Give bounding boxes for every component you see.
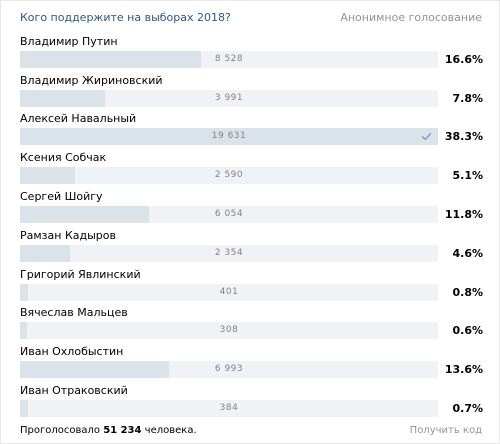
- vote-count: 2 354: [214, 248, 244, 258]
- result-bar: 8 528: [20, 51, 438, 68]
- vote-percent: 5.1%: [452, 169, 483, 182]
- option-label: Владимир Жириновский: [20, 74, 163, 87]
- result-bar: 3 991: [20, 90, 438, 107]
- result-bar-fill: [20, 400, 29, 417]
- vote-count: 3 991: [214, 93, 244, 103]
- poll-footer: Проголосовало 51 234 человека. Получить …: [1, 421, 499, 441]
- result-bar: 401: [20, 284, 438, 301]
- result-bar: 6 993: [20, 361, 438, 378]
- result-bar: 308: [20, 322, 438, 339]
- poll-header: Кого поддержите на выборах 2018? Анонимн…: [1, 1, 499, 31]
- option-label: Алексей Навальный: [20, 112, 137, 125]
- result-bar-fill: [20, 167, 76, 184]
- result-bar-fill: [20, 361, 169, 378]
- option-label: Вячеслав Мальцев: [20, 306, 128, 319]
- vote-percent: 0.6%: [452, 324, 483, 337]
- vote-count: 308: [219, 325, 239, 335]
- vote-count: 8 528: [214, 54, 244, 64]
- result-bar: 2 354: [20, 245, 438, 262]
- voted-count: 51 234: [103, 425, 142, 436]
- vote-count: 19 631: [211, 131, 247, 141]
- get-code-link[interactable]: Получить код: [409, 425, 482, 436]
- poll-option[interactable]: Владимир Путин 8 528 16.6%: [1, 35, 499, 74]
- voted-suffix: человека.: [144, 425, 197, 436]
- vote-percent: 16.6%: [444, 53, 483, 66]
- vote-percent: 38.3%: [444, 130, 483, 143]
- option-label: Сергей Шойгу: [20, 190, 103, 203]
- option-label: Иван Охлобыстин: [20, 345, 124, 358]
- option-label: Рамзан Кадыров: [20, 229, 116, 242]
- poll-option[interactable]: Сергей Шойгу 6 054 11.8%: [1, 190, 499, 229]
- vote-count: 384: [219, 403, 239, 413]
- vote-percent: 11.8%: [444, 208, 483, 221]
- poll-option[interactable]: Ксения Собчак 2 590 5.1%: [1, 151, 499, 190]
- vote-percent: 0.8%: [452, 286, 483, 299]
- vote-count: 2 590: [214, 170, 244, 180]
- result-bar: 6 054: [20, 206, 438, 223]
- vote-percent: 4.6%: [452, 247, 483, 260]
- result-bar-fill: [20, 206, 149, 223]
- poll-option[interactable]: Иван Отраковский 384 0.7%: [1, 384, 499, 423]
- poll-option[interactable]: Иван Охлобыстин 6 993 13.6%: [1, 345, 499, 384]
- poll-option[interactable]: Алексей Навальный 19 631 38.3%: [1, 112, 499, 151]
- result-bar: 384: [20, 400, 438, 417]
- option-label: Ксения Собчак: [20, 151, 107, 164]
- result-bar-fill: [20, 322, 27, 339]
- result-bar-fill: [20, 128, 438, 145]
- result-bar: 2 590: [20, 167, 438, 184]
- vote-percent: 0.7%: [452, 402, 483, 415]
- result-bar-fill: [20, 245, 71, 262]
- result-bar-fill: [20, 284, 29, 301]
- poll-question: Кого поддержите на выборах 2018?: [20, 11, 231, 24]
- vote-count: 6 054: [214, 209, 244, 219]
- result-bar-fill: [20, 51, 202, 68]
- result-bar: 19 631: [20, 128, 438, 145]
- poll-option[interactable]: Вячеслав Мальцев 308 0.6%: [1, 306, 499, 345]
- poll-option[interactable]: Григорий Явлинский 401 0.8%: [1, 268, 499, 307]
- option-label: Григорий Явлинский: [20, 268, 141, 281]
- checkmark-icon: [421, 132, 432, 141]
- total-voters: Проголосовало 51 234 человека.: [20, 425, 197, 436]
- vote-count: 401: [219, 287, 239, 297]
- vote-percent: 13.6%: [444, 363, 483, 376]
- poll-option[interactable]: Рамзан Кадыров 2 354 4.6%: [1, 229, 499, 268]
- vote-count: 6 993: [214, 364, 244, 374]
- vote-percent: 7.8%: [452, 92, 483, 105]
- option-label: Владимир Путин: [20, 35, 118, 48]
- anonymous-label: Анонимное голосование: [340, 11, 482, 24]
- voted-prefix: Проголосовало: [20, 425, 101, 436]
- option-label: Иван Отраковский: [20, 384, 128, 397]
- poll-option[interactable]: Владимир Жириновский 3 991 7.8%: [1, 74, 499, 113]
- result-bar-fill: [20, 90, 105, 107]
